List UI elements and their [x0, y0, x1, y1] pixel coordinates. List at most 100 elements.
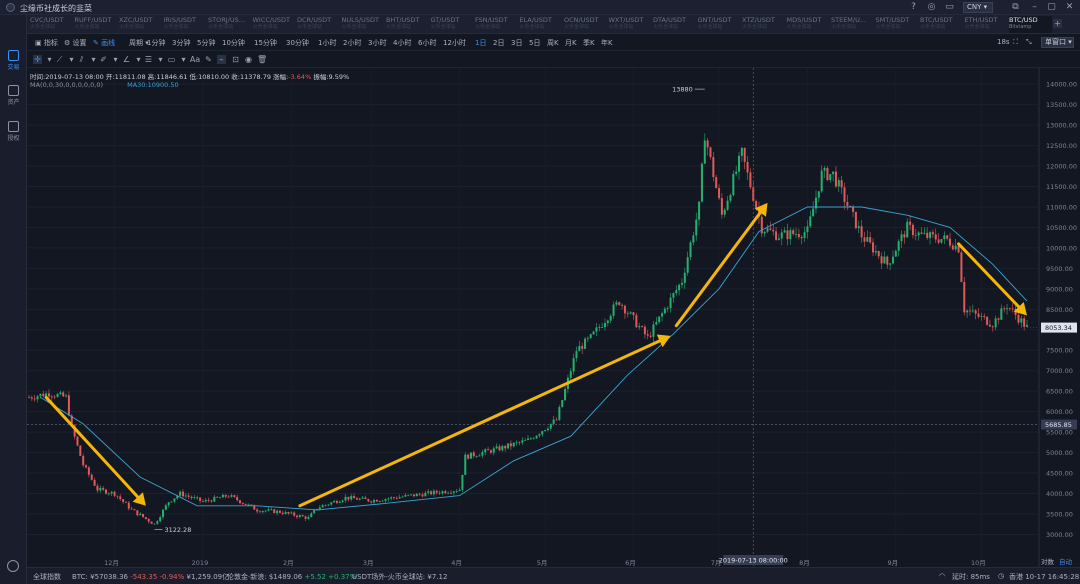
- tab-pair[interactable]: GT/USDT 火币全球站: [431, 16, 474, 33]
- settings-button[interactable]: ⚙ 设置: [64, 39, 87, 47]
- tab-pair[interactable]: STORJ/US... 火币全球站: [208, 16, 251, 33]
- auto-scale-button[interactable]: 自动: [1059, 557, 1073, 566]
- period-button[interactable]: 3小时: [368, 39, 387, 47]
- candle-body: [204, 499, 207, 502]
- tab-pair[interactable]: OCN/USDT 火币全球站: [564, 16, 607, 33]
- x-tick-label: 12月: [104, 559, 119, 567]
- chart-area[interactable]: 3000.00 3500.00 4000.00 4500.00 5000.00 5500.…: [27, 68, 1080, 567]
- dropdown-arrow-icon[interactable]: ▾: [113, 55, 118, 64]
- dropdown-arrow-icon[interactable]: ▾: [47, 55, 52, 64]
- maximize-icon[interactable]: ▢: [1047, 2, 1056, 12]
- sidebar-item-auth[interactable]: 授权: [0, 121, 27, 142]
- channel-icon[interactable]: ⫽: [79, 55, 84, 64]
- trend-line-icon[interactable]: ⟋: [56, 55, 63, 64]
- log-scale-button[interactable]: 对数: [1041, 557, 1055, 566]
- dropdown-arrow-icon[interactable]: ▾: [91, 55, 96, 64]
- trash-icon[interactable]: 🗑: [257, 55, 268, 64]
- crosshair-icon[interactable]: ✛: [33, 55, 42, 64]
- y-tick-label: 10500.00: [1046, 224, 1077, 232]
- latency: 延时: 85ms: [952, 573, 990, 581]
- popout-icon[interactable]: ⧉: [1012, 2, 1019, 12]
- settings-gear-icon[interactable]: [7, 560, 19, 572]
- tab-pair[interactable]: GNT/USDT 火币全球站: [698, 16, 741, 33]
- period-button[interactable]: 5分钟: [197, 39, 216, 47]
- tab-pair[interactable]: XZC/USDT 火币全球站: [119, 16, 162, 33]
- period-button[interactable]: 周K: [547, 39, 559, 47]
- currency-select[interactable]: CNY ▾: [963, 2, 993, 13]
- period-button[interactable]: 6小时: [418, 39, 437, 47]
- period-button[interactable]: 年K: [601, 39, 613, 47]
- shrink-icon[interactable]: ⤡: [1026, 38, 1032, 46]
- tab-pair[interactable]: BTC/USD Bitstamp: [1009, 16, 1052, 33]
- fullscreen-icon[interactable]: ⛶: [1013, 38, 1018, 46]
- tab-pair[interactable]: XTZ/USDT 火币全球站: [742, 16, 785, 33]
- help-icon[interactable]: ?: [911, 2, 916, 12]
- window-layout-select[interactable]: 单窗口 ▾: [1041, 37, 1074, 48]
- tab-pair[interactable]: ELA/USDT 火币全球站: [520, 16, 563, 33]
- candle-body: [586, 337, 589, 339]
- low-value: 10810.00: [198, 73, 230, 81]
- period-button[interactable]: 3日: [511, 39, 523, 47]
- minimize-icon[interactable]: –: [1032, 2, 1037, 12]
- candlestick-chart[interactable]: 3000.00 3500.00 4000.00 4500.00 5000.00 5500.…: [27, 68, 1080, 567]
- candle-body: [373, 499, 376, 503]
- period-button[interactable]: 2小时: [343, 39, 362, 47]
- candle-body: [59, 392, 62, 395]
- sidebar-item-assets[interactable]: 资产: [0, 85, 27, 106]
- tab-pair[interactable]: STEEM/U... 火币全球站: [831, 16, 874, 33]
- tab-pair[interactable]: DCR/USDT 火币全球站: [297, 16, 340, 33]
- add-tab-button[interactable]: +: [1053, 19, 1062, 28]
- period-button[interactable]: 5日: [529, 39, 541, 47]
- brush-icon[interactable]: ✎: [205, 55, 212, 64]
- visibility-icon[interactable]: ◉: [245, 55, 252, 64]
- cycle-select[interactable]: 周期 ▾: [129, 39, 149, 47]
- global-index-button[interactable]: 全球指数: [33, 573, 61, 581]
- tab-pair[interactable]: DTA/USDT 火币全球站: [653, 16, 696, 33]
- dropdown-arrow-icon[interactable]: ▾: [69, 55, 74, 64]
- period-button[interactable]: 4小时: [393, 39, 412, 47]
- period-button[interactable]: 1分钟: [147, 39, 166, 47]
- tab-pair[interactable]: RUFF/USDT 火币全球站: [75, 16, 118, 33]
- period-button[interactable]: 1日: [475, 39, 487, 47]
- period-button[interactable]: 3分钟: [172, 39, 191, 47]
- ma-params[interactable]: MA(0,0,30,0,0,0,0,0,0): [30, 81, 104, 89]
- tab-pair[interactable]: WXT/USDT 火币全球站: [609, 16, 652, 33]
- tab-pair[interactable]: SMT/USDT 火币全球站: [876, 16, 919, 33]
- user-icon[interactable]: ◎: [927, 2, 936, 12]
- lock-icon[interactable]: ⊡: [232, 55, 239, 64]
- tab-pair[interactable]: ETH/USDT 火币全球站: [965, 16, 1008, 33]
- tab-pair[interactable]: WICC/USDT 火币全球站: [253, 16, 296, 33]
- tab-pair-exchange: 火币全球站: [653, 24, 679, 30]
- period-button[interactable]: 季K: [583, 39, 595, 47]
- fibonacci-icon[interactable]: ☰: [144, 55, 153, 64]
- dropdown-arrow-icon[interactable]: ▾: [181, 55, 186, 64]
- tab-pair[interactable]: NULS/USDT 火币全球站: [342, 16, 385, 33]
- dropdown-arrow-icon[interactable]: ▾: [158, 55, 163, 64]
- rectangle-icon[interactable]: ▭: [167, 55, 176, 64]
- close-icon[interactable]: ✕: [1065, 2, 1074, 12]
- tab-pair[interactable]: IRIS/USDT 火币全球站: [164, 16, 207, 33]
- tab-pair[interactable]: BHT/USDT 火币全球站: [386, 16, 429, 33]
- tab-pair[interactable]: MDS/USDT 火币全球站: [787, 16, 830, 33]
- candle-body: [646, 334, 649, 336]
- period-button[interactable]: 10分钟: [222, 39, 245, 47]
- tab-pair[interactable]: CVC/USDT 火币全球站: [30, 16, 73, 33]
- text-icon[interactable]: Aa: [189, 55, 201, 64]
- period-button[interactable]: 15分钟: [254, 39, 277, 47]
- indicator-button[interactable]: ▣ 指标: [35, 39, 58, 47]
- tab-pair[interactable]: BTC/USDT 火币全球站: [920, 16, 963, 33]
- period-button[interactable]: 1小时: [318, 39, 337, 47]
- drawing-button[interactable]: ✎ 画线: [93, 39, 116, 47]
- period-button[interactable]: 月K: [565, 39, 577, 47]
- tab-pair[interactable]: FSN/USDT 火币全球站: [475, 16, 518, 33]
- dropdown-arrow-icon[interactable]: ▾: [136, 55, 141, 64]
- period-button[interactable]: 12小时: [443, 39, 466, 47]
- period-button[interactable]: 2日: [493, 39, 505, 47]
- message-icon[interactable]: ▭: [945, 2, 954, 12]
- pen-icon[interactable]: ✐: [100, 55, 107, 64]
- sidebar-item-trade[interactable]: 交易: [0, 50, 27, 71]
- magnet-icon[interactable]: ⌁: [217, 55, 226, 64]
- angle-icon[interactable]: ∠: [122, 55, 131, 64]
- period-button[interactable]: 30分钟: [286, 39, 309, 47]
- candle-body: [144, 517, 147, 519]
